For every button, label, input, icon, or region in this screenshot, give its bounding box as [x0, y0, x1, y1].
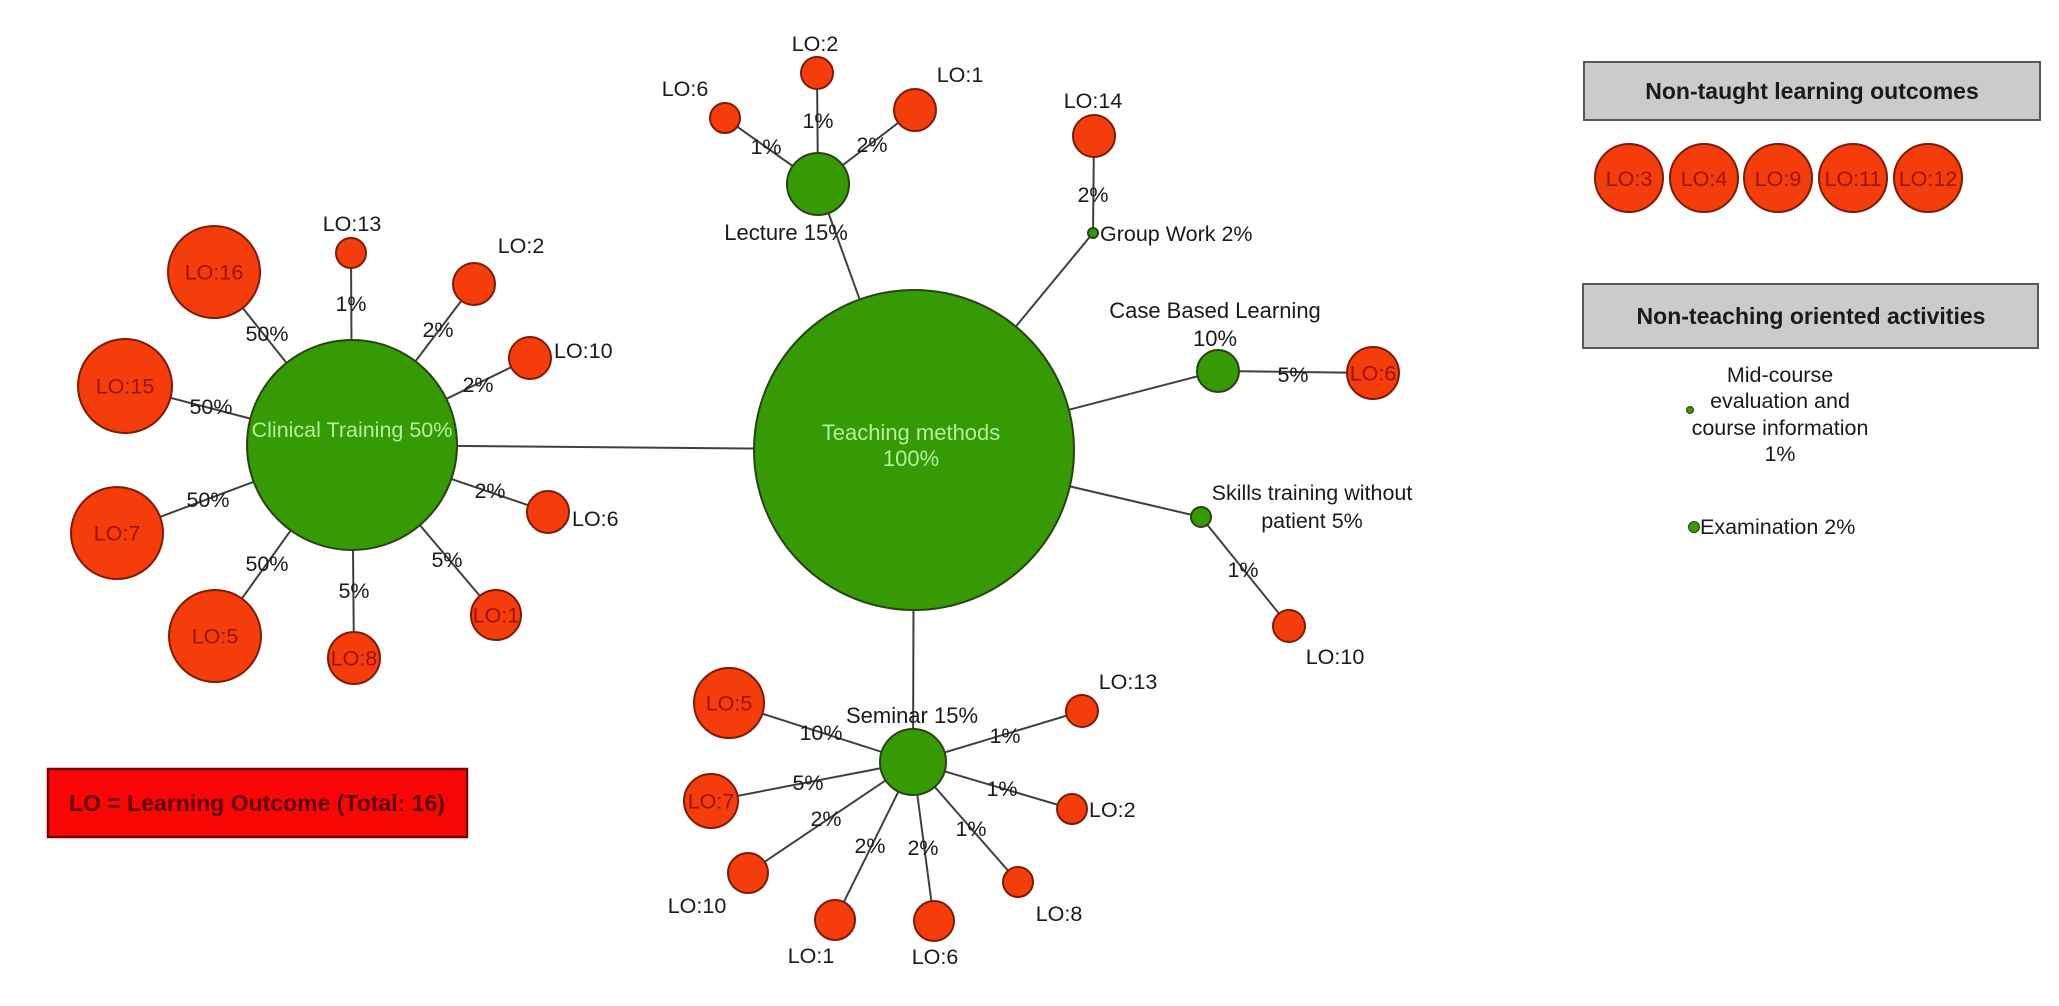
svg-text:1%: 1% — [335, 292, 366, 316]
svg-text:LO:3: LO:3 — [1606, 167, 1653, 191]
svg-text:course information: course information — [1692, 416, 1869, 440]
svg-text:1%: 1% — [1227, 558, 1258, 582]
svg-text:50%: 50% — [189, 395, 232, 419]
svg-text:100%: 100% — [883, 446, 939, 471]
svg-text:5%: 5% — [792, 771, 823, 795]
svg-text:LO:12: LO:12 — [1899, 167, 1958, 191]
svg-text:2%: 2% — [474, 479, 505, 503]
svg-text:LO:1: LO:1 — [937, 63, 984, 87]
svg-text:LO:6: LO:6 — [662, 77, 709, 101]
svg-text:5%: 5% — [338, 579, 369, 603]
svg-text:LO:2: LO:2 — [1089, 798, 1136, 822]
svg-text:2%: 2% — [1077, 183, 1108, 207]
svg-text:Group Work 2%: Group Work 2% — [1100, 222, 1253, 246]
svg-text:Case Based Learning: Case Based Learning — [1109, 298, 1321, 323]
svg-text:LO:6: LO:6 — [912, 945, 959, 969]
svg-text:Lecture 15%: Lecture 15% — [724, 220, 848, 245]
svg-text:Clinical Training 50%: Clinical Training 50% — [252, 418, 453, 442]
svg-text:LO:14: LO:14 — [1064, 89, 1123, 113]
svg-text:LO:5: LO:5 — [706, 692, 753, 716]
svg-text:1%: 1% — [750, 135, 781, 159]
svg-text:1%: 1% — [989, 724, 1020, 748]
svg-text:Mid-course: Mid-course — [1727, 363, 1833, 387]
svg-text:LO:2: LO:2 — [792, 32, 839, 56]
svg-text:10%: 10% — [1193, 326, 1237, 351]
svg-text:patient 5%: patient 5% — [1261, 509, 1363, 533]
svg-text:5%: 5% — [431, 548, 462, 572]
svg-text:5%: 5% — [1277, 363, 1308, 387]
svg-text:1%: 1% — [1764, 442, 1795, 466]
svg-text:LO:11: LO:11 — [1825, 167, 1882, 191]
svg-text:50%: 50% — [186, 488, 229, 512]
svg-text:LO:16: LO:16 — [185, 261, 244, 285]
svg-text:2%: 2% — [907, 836, 938, 860]
svg-text:LO:6: LO:6 — [1350, 362, 1397, 386]
svg-text:LO:7: LO:7 — [688, 790, 735, 814]
svg-text:LO:4: LO:4 — [1681, 167, 1728, 191]
svg-text:2%: 2% — [810, 807, 841, 831]
svg-text:1%: 1% — [955, 817, 986, 841]
svg-text:2%: 2% — [856, 133, 887, 157]
svg-text:LO:10: LO:10 — [554, 339, 613, 363]
svg-text:LO:8: LO:8 — [331, 647, 378, 671]
svg-text:LO:2: LO:2 — [498, 234, 545, 258]
svg-text:Teaching methods: Teaching methods — [822, 420, 1001, 445]
svg-text:LO:9: LO:9 — [1755, 167, 1802, 191]
svg-text:LO:1: LO:1 — [788, 944, 835, 968]
svg-text:LO:13: LO:13 — [323, 212, 382, 236]
svg-text:Skills training without: Skills training without — [1212, 481, 1413, 505]
svg-text:2%: 2% — [462, 373, 493, 397]
svg-text:LO:5: LO:5 — [192, 625, 239, 649]
svg-text:Non-taught learning outcomes: Non-taught learning outcomes — [1645, 78, 1979, 104]
svg-text:10%: 10% — [799, 721, 842, 745]
svg-text:LO:7: LO:7 — [94, 522, 141, 546]
svg-text:LO:10: LO:10 — [668, 894, 727, 918]
svg-text:50%: 50% — [245, 322, 288, 346]
svg-text:Non-teaching oriented activiti: Non-teaching oriented activities — [1637, 303, 1986, 329]
svg-text:Examination 2%: Examination 2% — [1700, 515, 1855, 539]
svg-text:LO:15: LO:15 — [96, 375, 155, 399]
svg-text:Seminar 15%: Seminar 15% — [846, 703, 978, 728]
svg-text:LO:6: LO:6 — [572, 507, 619, 531]
svg-text:LO:1: LO:1 — [473, 604, 520, 628]
svg-text:LO:8: LO:8 — [1036, 902, 1083, 926]
svg-text:LO:13: LO:13 — [1099, 670, 1158, 694]
svg-text:50%: 50% — [245, 552, 288, 576]
svg-text:LO:10: LO:10 — [1306, 645, 1365, 669]
svg-text:2%: 2% — [422, 318, 453, 342]
svg-text:LO = Learning Outcome (Total:: LO = Learning Outcome (Total: 16) — [69, 790, 445, 816]
svg-text:1%: 1% — [802, 109, 833, 133]
svg-text:1%: 1% — [986, 777, 1017, 801]
svg-text:evaluation and: evaluation and — [1710, 389, 1850, 413]
svg-text:2%: 2% — [854, 834, 885, 858]
